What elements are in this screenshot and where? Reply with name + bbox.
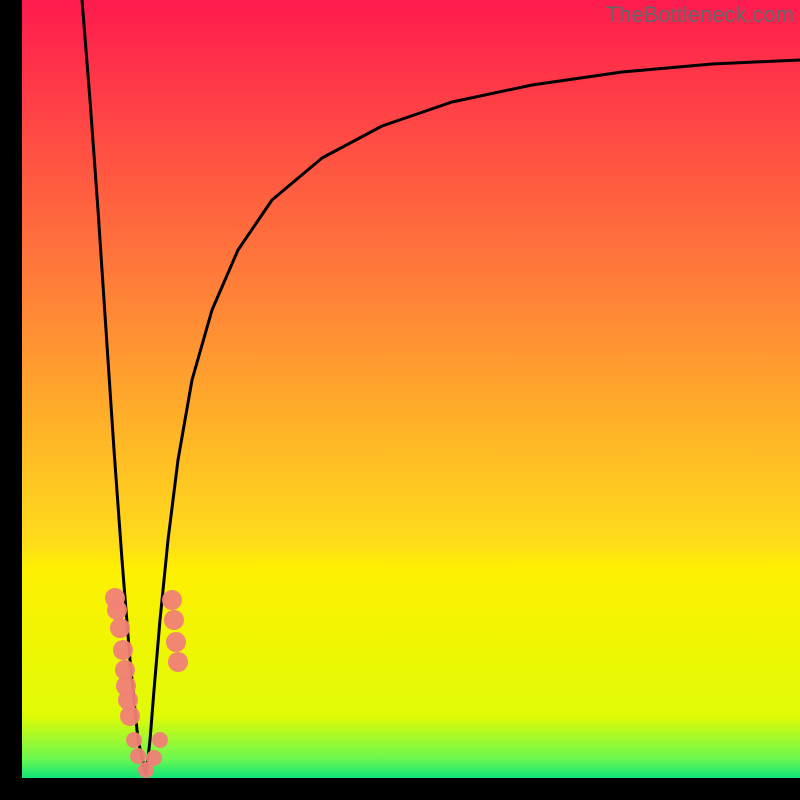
data-marker: [107, 600, 127, 620]
plot-area: TheBottleneck.com: [22, 0, 800, 778]
data-marker: [152, 732, 168, 748]
data-marker: [126, 732, 142, 748]
data-marker: [164, 610, 184, 630]
curve-right-branch: [146, 60, 800, 775]
data-marker: [162, 590, 182, 610]
curve-svg: [22, 0, 800, 778]
data-marker: [110, 618, 130, 638]
curve-left-branch: [82, 0, 146, 775]
data-marker: [113, 640, 133, 660]
data-markers: [105, 588, 188, 778]
data-marker: [146, 750, 162, 766]
data-marker: [130, 748, 146, 764]
data-marker: [166, 632, 186, 652]
data-marker: [168, 652, 188, 672]
data-marker: [120, 706, 140, 726]
chart-container: TheBottleneck.com: [0, 0, 800, 800]
watermark-text: TheBottleneck.com: [606, 2, 794, 28]
